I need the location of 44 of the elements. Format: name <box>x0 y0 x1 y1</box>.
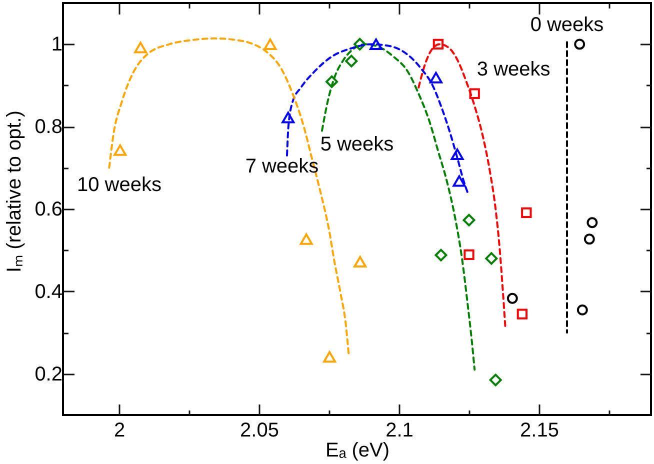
point <box>264 38 277 50</box>
point <box>450 148 464 160</box>
point <box>434 248 448 262</box>
y-tick-label: 0.4 <box>34 280 62 303</box>
point <box>521 207 532 218</box>
x-tick-label: 2 <box>114 420 126 442</box>
point <box>576 304 588 316</box>
point <box>586 217 598 228</box>
point <box>469 88 480 99</box>
series-label: 10 weeks <box>76 174 162 196</box>
point <box>584 234 595 245</box>
point <box>370 38 383 50</box>
y-tick-label: 0.8 <box>34 116 62 138</box>
point <box>323 351 336 363</box>
point <box>432 38 444 50</box>
y-axis-title: Iₘ (relative to opt.) <box>4 110 26 273</box>
series-label: 3 weeks <box>476 58 550 80</box>
point <box>429 72 442 84</box>
series-label: 5 weeks <box>320 134 394 156</box>
point <box>462 214 476 226</box>
point <box>489 374 502 386</box>
point <box>282 112 295 124</box>
point <box>326 75 338 88</box>
y-tick-label: 1 <box>51 34 62 56</box>
x-tick-label: 2.05 <box>240 420 279 442</box>
series-label: 7 weeks <box>245 155 319 178</box>
point <box>485 252 498 265</box>
point <box>345 54 358 68</box>
x-tick-label: 2.15 <box>520 420 559 442</box>
series-label: 0 weeks <box>530 14 604 36</box>
point <box>516 308 528 320</box>
point <box>354 256 367 268</box>
point <box>354 38 366 50</box>
y-tick-label: 0.2 <box>34 363 62 386</box>
y-tick-label: 0.6 <box>34 198 62 220</box>
point <box>114 144 127 156</box>
x-axis-title: Eₐ (eV) <box>325 440 390 462</box>
x-tick-label: 2.1 <box>386 420 414 442</box>
point <box>574 38 586 50</box>
point <box>506 292 518 304</box>
point <box>300 233 313 245</box>
point <box>452 175 466 187</box>
point <box>464 249 474 260</box>
point <box>134 42 148 54</box>
